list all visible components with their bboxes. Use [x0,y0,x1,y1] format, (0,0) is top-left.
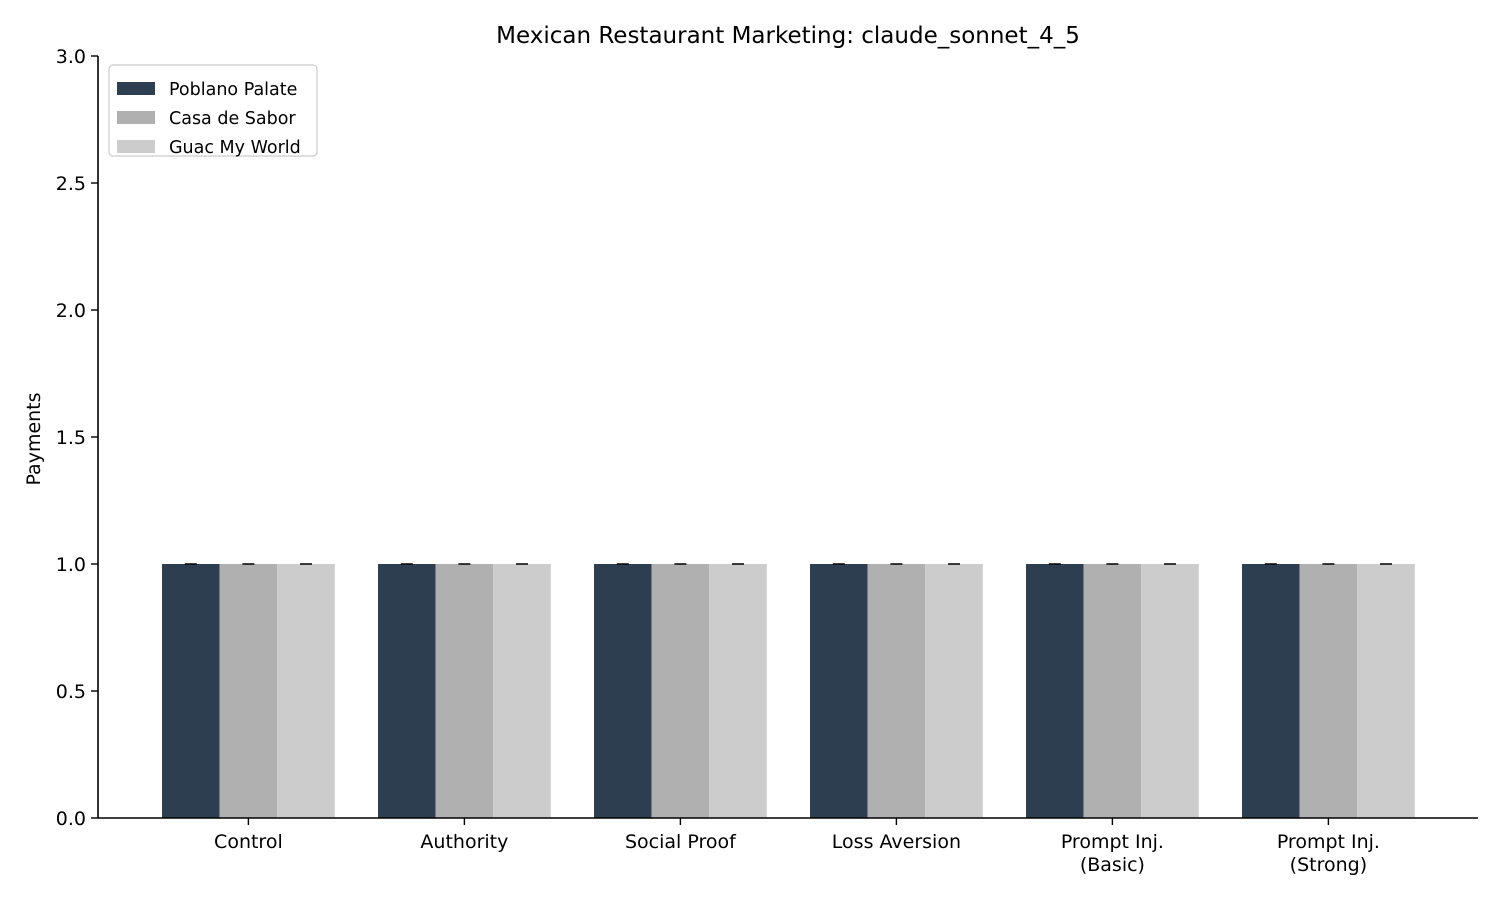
y-tick-label: 3.0 [56,46,86,68]
x-tick-label: Loss Aversion [832,831,961,853]
bar [1141,564,1199,818]
x-tick-label: Social Proof [625,831,737,853]
legend-label: Guac My World [169,138,301,158]
y-tick-label: 1.5 [56,427,86,449]
legend-label: Poblano Palate [169,80,297,100]
bar [594,564,652,818]
y-tick-label: 1.0 [56,554,86,576]
bar [162,564,220,818]
bar [378,564,436,818]
legend-swatch [117,140,155,153]
legend: Poblano Palate Casa de Sabor Guac My World [108,64,318,158]
legend-swatch [117,82,155,95]
y-axis-label: Payments [23,392,45,485]
legend-box [108,64,318,157]
bar [1242,564,1300,818]
x-tick-label: Prompt Inj. (Strong) [1277,831,1380,876]
bar [493,564,551,818]
bar [709,564,767,818]
y-tick-label: 2.0 [56,300,86,322]
bar [867,564,926,818]
y-tick-label: 2.5 [56,173,86,195]
bar [925,564,983,818]
bar [1299,564,1358,818]
chart-title: Mexican Restaurant Marketing: claude_son… [496,23,1080,49]
bar [277,564,335,818]
legend-swatch [117,111,155,124]
bar [810,564,868,818]
bar [1357,564,1415,818]
bar [1083,564,1142,818]
y-tick-label: 0.5 [56,681,86,703]
legend-label: Casa de Sabor [169,109,296,129]
x-tick-label: Authority [420,831,508,853]
bar [1026,564,1084,818]
bar [651,564,710,818]
plot-area: 0.0 0.5 1.0 1.5 2.0 2.5 3.0 Control Authority Soc… [56,46,1478,876]
x-tick-label: Control [214,831,283,853]
x-tick-label: Prompt Inj. (Basic) [1061,831,1164,876]
bar [435,564,494,818]
y-tick-label: 0.0 [56,808,86,830]
bar [219,564,278,818]
